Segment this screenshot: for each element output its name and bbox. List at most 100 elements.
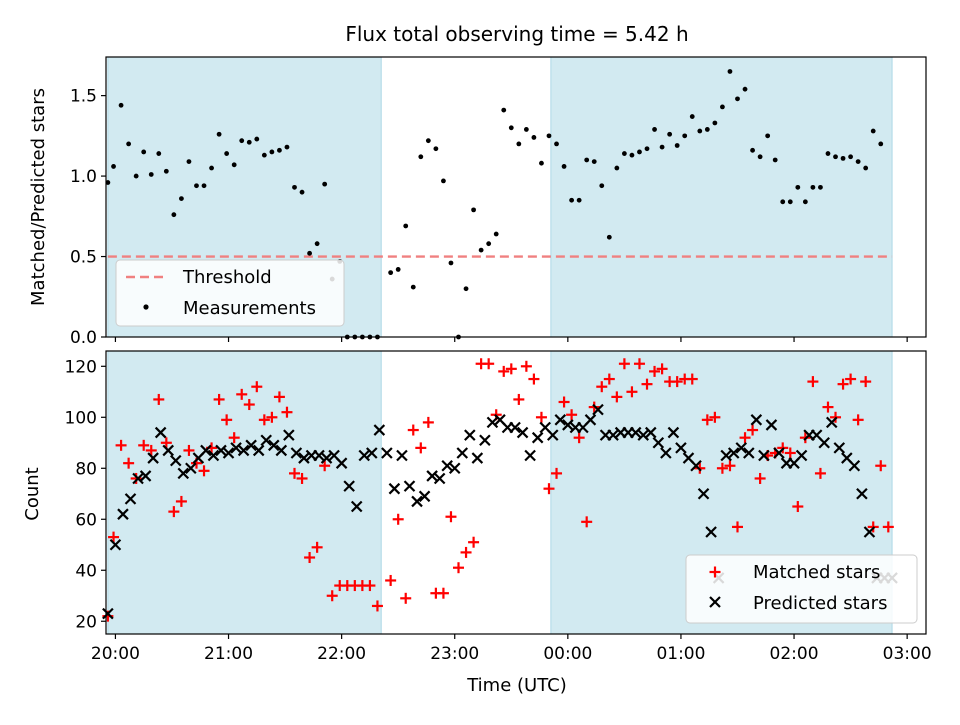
measurement-point xyxy=(591,159,597,164)
matched-star-point xyxy=(236,388,248,400)
x-tick-label: 21:00 xyxy=(204,644,253,664)
predicted-star-point xyxy=(660,447,672,459)
matched-star-point xyxy=(671,376,683,388)
plot-frame xyxy=(105,56,927,338)
predicted-star-point xyxy=(486,416,499,429)
measurement-point xyxy=(111,164,116,169)
measurement-point xyxy=(194,183,199,189)
predicted-star-point xyxy=(584,414,597,426)
predicted-star-point xyxy=(516,426,529,439)
matched-star-point xyxy=(407,424,419,436)
matched-star-point xyxy=(656,363,668,375)
predicted-star-point xyxy=(132,472,144,485)
matched-star-point xyxy=(837,378,849,390)
measurement-point xyxy=(486,241,492,247)
predicted-star-point xyxy=(441,459,453,472)
plot-frame xyxy=(105,350,927,635)
measurement-point xyxy=(216,131,222,137)
measurement-point xyxy=(156,151,162,156)
matched-star-point xyxy=(611,391,623,403)
bottom-xlabel: Time (UTC) xyxy=(466,675,567,696)
measurement-point xyxy=(471,207,476,213)
matched-star-point xyxy=(243,399,255,411)
y-tick-label: 80 xyxy=(75,459,97,479)
measurement-point xyxy=(314,241,320,247)
measurement-point xyxy=(118,102,124,108)
predicted-star-point xyxy=(290,447,303,459)
measurement-point xyxy=(539,160,544,166)
predicted-star-point xyxy=(177,467,190,480)
bottom-panel: 20 40 60 80 100 120 20:00 21:00 22:00 23:00 00:00 0… xyxy=(65,350,932,664)
measurement-point xyxy=(667,131,673,137)
predicted-star-point xyxy=(154,426,167,439)
predicted-star-point xyxy=(848,459,861,472)
matched-star-point xyxy=(311,541,323,553)
matched-star-point xyxy=(460,546,472,558)
predicted-star-point xyxy=(629,426,642,439)
matched-star-point xyxy=(792,501,804,513)
measurement-point xyxy=(463,286,469,292)
legend-measurement-label: Measurements xyxy=(183,298,316,319)
matched-star-point xyxy=(228,432,240,444)
predicted-star-point xyxy=(252,444,265,457)
predicted-star-point xyxy=(524,449,536,462)
matched-star-point xyxy=(852,414,864,426)
matched-star-point xyxy=(304,552,316,564)
matched-star-point xyxy=(731,521,743,533)
measurement-point xyxy=(231,162,237,168)
measurement-point xyxy=(584,157,590,163)
measurement-point xyxy=(292,184,297,190)
predicted-star-point xyxy=(863,526,876,538)
measurement-point xyxy=(441,178,446,184)
matched-star-point xyxy=(160,437,172,449)
matched-star-point xyxy=(528,373,540,385)
matched-star-point xyxy=(115,439,127,451)
measurement-point xyxy=(516,141,522,147)
measurement-point xyxy=(833,154,838,160)
measurement-point xyxy=(307,250,312,256)
matched-star-point xyxy=(754,472,766,484)
matched-star-point xyxy=(468,536,480,548)
measurement-point xyxy=(148,172,154,177)
measurement-point xyxy=(569,197,575,203)
predicted-star-point xyxy=(705,526,717,538)
predicted-star-point xyxy=(381,447,393,459)
bottom-ylabel: Count xyxy=(22,467,43,520)
measurement-point xyxy=(757,154,763,160)
measurement-point xyxy=(179,196,184,202)
chart-title: Flux total observing time = 5.42 h xyxy=(345,22,688,46)
matched-star-point xyxy=(213,393,225,405)
legend-matched-label: Matched stars xyxy=(753,562,880,583)
measurement-point xyxy=(802,199,808,205)
measurement-point xyxy=(810,184,816,190)
measurement-point xyxy=(599,183,605,189)
measurement-point xyxy=(637,149,642,155)
predicted-star-point xyxy=(758,449,770,462)
predicted-star-point xyxy=(396,449,408,462)
matched-star-point xyxy=(175,495,187,507)
measurement-point xyxy=(254,136,260,142)
measurement-point xyxy=(576,197,582,203)
predicted-star-point xyxy=(298,452,310,464)
predicted-star-point xyxy=(471,452,484,464)
matched-star-point xyxy=(385,574,397,586)
y-tick-label: 120 xyxy=(65,357,97,377)
matched-star-point xyxy=(400,592,412,604)
predicted-star-point xyxy=(479,434,491,447)
measurement-point xyxy=(704,127,710,132)
matched-star-point xyxy=(437,587,449,599)
predicted-star-point xyxy=(720,449,732,462)
measurement-point xyxy=(261,152,267,158)
predicted-star-point xyxy=(215,444,227,457)
top-legend: Threshold Measurements xyxy=(115,259,345,327)
matched-star-point xyxy=(498,365,510,377)
matched-star-point xyxy=(415,442,427,454)
predicted-star-point xyxy=(267,439,280,452)
y-tick-label: 1.5 xyxy=(70,87,97,107)
x-tick-label: 01:00 xyxy=(656,644,705,664)
measurement-point xyxy=(742,86,748,92)
matched-star-point xyxy=(505,363,517,375)
predicted-star-point xyxy=(818,437,830,449)
measurement-point xyxy=(682,133,688,139)
